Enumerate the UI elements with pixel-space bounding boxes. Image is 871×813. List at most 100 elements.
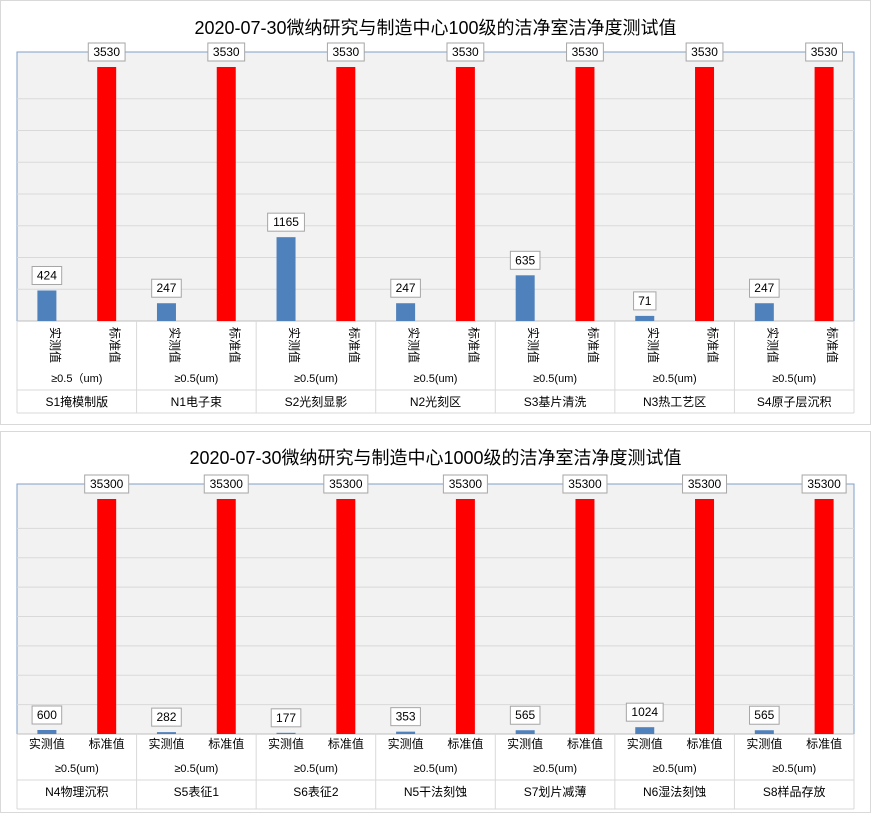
bar-actual: [156, 732, 176, 734]
tick-label-standard: 标准值: [208, 736, 244, 751]
tick-label-standard: 标准值: [567, 736, 603, 751]
tick-label-actual: 实测值: [507, 736, 543, 751]
room-name-label: N6湿法刻蚀: [643, 784, 706, 799]
room-name-label: S4原子层沉积: [757, 395, 832, 409]
bar-standard: [695, 67, 715, 321]
room-name-label: S1掩模制版: [45, 395, 108, 409]
particle-size-label: ≥0.5(um): [414, 763, 458, 775]
tick-label-standard: 标准值: [806, 736, 842, 751]
room-name-label: S2光刻显影: [285, 395, 348, 409]
tick-label-actual: 实测值: [48, 327, 63, 363]
tick-label-standard: 标准值: [227, 327, 242, 363]
bar-standard: [814, 499, 834, 734]
room-name-label: S6表征2: [293, 785, 339, 799]
bar-standard: [97, 67, 117, 321]
data-label-standard: 3530: [452, 45, 479, 59]
data-label-box: [323, 474, 369, 494]
tick-label-standard: 标准值: [328, 736, 364, 751]
tick-label-standard: 标准值: [586, 327, 601, 363]
bar-actual: [754, 303, 774, 321]
data-label-standard: 3530: [811, 45, 838, 59]
data-label-box: [509, 250, 541, 270]
tick-label-standard: 标准值: [687, 736, 723, 751]
bar-standard: [575, 67, 595, 321]
tick-label-standard: 标准值: [89, 736, 125, 751]
data-label-actual: 353: [396, 710, 416, 724]
data-label-box: [633, 291, 657, 311]
bar-actual: [635, 315, 655, 321]
chart-panel-class-1000: 2020-07-30微纳研究与制造中心1000级的洁净室洁净度测试值 600 35…: [0, 431, 871, 813]
bar-standard: [216, 499, 236, 734]
data-label-actual: 282: [156, 710, 176, 724]
data-label-box: [31, 265, 63, 285]
data-label-standard: 35300: [688, 477, 722, 491]
particle-size-label: ≥0.5(um): [55, 763, 99, 775]
data-label-actual: 247: [754, 281, 774, 295]
room-name-label: N1电子束: [171, 395, 222, 409]
data-label-standard: 35300: [807, 477, 841, 491]
particle-size-label: ≥0.5(um): [772, 763, 816, 775]
bar-actual: [515, 275, 535, 321]
bar-standard: [97, 499, 117, 734]
bar-actual: [37, 290, 57, 321]
bar-standard: [814, 67, 834, 321]
particle-size-label: ≥0.5(um): [653, 763, 697, 775]
data-label-standard: 35300: [210, 477, 244, 491]
data-label-box: [625, 702, 664, 722]
chart-class-1000: 600 35300 实测值 标准值 ≥0.5(um) N4物理沉积 282 35300 实测值 标…: [16, 474, 855, 810]
tick-label-actual: 实测值: [268, 736, 304, 751]
tick-label-actual: 实测值: [627, 736, 663, 751]
data-label-box: [749, 705, 780, 725]
bar-actual: [156, 303, 176, 321]
data-label-actual: 565: [515, 708, 535, 722]
data-label-standard: 3530: [93, 45, 120, 59]
data-label-box: [805, 42, 844, 62]
data-label-box: [509, 705, 541, 725]
room-name-label: N5干法刻蚀: [404, 785, 467, 799]
tick-label-actual: 实测值: [29, 736, 65, 751]
data-label-box: [207, 42, 246, 62]
bar-actual: [396, 303, 416, 321]
data-label-standard: 3530: [213, 45, 240, 59]
particle-size-label: ≥0.5（um): [51, 372, 102, 385]
data-label-actual: 600: [37, 708, 57, 722]
bar-standard: [575, 499, 595, 734]
tick-label-actual: 实测值: [167, 327, 182, 363]
particle-size-label: ≥0.5(um): [294, 763, 338, 775]
data-label-standard: 3530: [332, 45, 359, 59]
tick-label-actual: 实测值: [407, 327, 422, 363]
bar-actual: [635, 727, 655, 734]
room-name-label: N4物理沉积: [45, 785, 108, 799]
particle-size-label: ≥0.5(um): [772, 373, 816, 385]
room-name-label: S5表征1: [174, 785, 220, 799]
chart-title: 2020-07-30微纳研究与制造中心1000级的洁净室洁净度测试值: [189, 448, 682, 468]
data-label-standard: 35300: [90, 477, 124, 491]
data-label-standard: 35300: [568, 477, 602, 491]
data-label-box: [562, 474, 608, 494]
bar-actual: [754, 730, 774, 734]
room-name-label: N2光刻区: [410, 395, 461, 409]
data-label-box: [151, 707, 182, 727]
room-name-label: N3热工艺区: [643, 395, 706, 409]
bar-standard: [455, 499, 475, 734]
data-label-actual: 635: [515, 253, 535, 267]
tick-label-actual: 实测值: [287, 327, 302, 363]
tick-label-actual: 实测值: [148, 736, 184, 751]
plot-area: [16, 483, 855, 735]
particle-size-label: ≥0.5(um): [653, 373, 697, 385]
bar-standard: [695, 499, 715, 734]
data-label-actual: 1024: [631, 705, 658, 719]
data-label-box: [270, 708, 302, 728]
bar-actual: [276, 732, 296, 734]
particle-size-label: ≥0.5(um): [533, 373, 577, 385]
bar-actual: [276, 237, 296, 321]
data-label-box: [446, 42, 485, 62]
tick-label-standard: 标准值: [466, 327, 481, 363]
data-label-standard: 35300: [329, 477, 363, 491]
bar-actual: [515, 730, 535, 734]
data-label-box: [390, 707, 421, 727]
bar-standard: [336, 499, 356, 734]
data-label-box: [326, 42, 365, 62]
bar-standard: [336, 67, 356, 321]
data-label-box: [442, 474, 488, 494]
